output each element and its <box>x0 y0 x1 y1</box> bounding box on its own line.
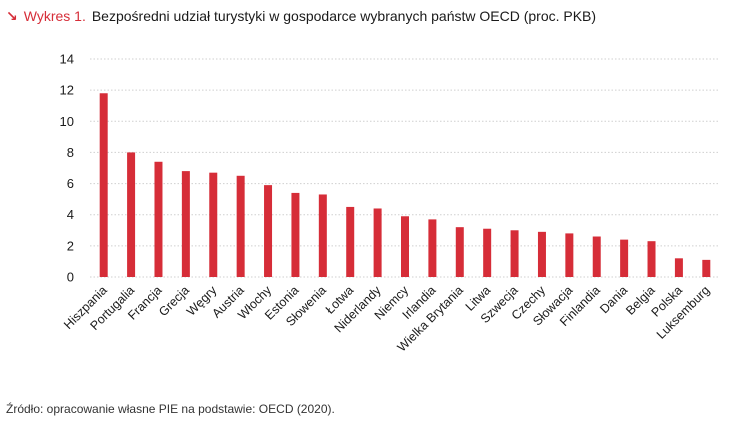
bar <box>236 175 245 277</box>
y-tick-label: 0 <box>67 270 74 285</box>
bar <box>674 258 683 277</box>
chart-header: ↘ Wykres 1. Bezpośredni udział turystyki… <box>6 6 596 26</box>
source-note: Źródło: opracowanie własne PIE na podsta… <box>6 402 335 416</box>
bar <box>127 152 136 277</box>
bar <box>483 228 492 277</box>
bar <box>592 236 601 277</box>
bar <box>647 241 656 277</box>
chart-title: Bezpośredni udział turystyki w gospodarc… <box>91 8 597 24</box>
bar <box>181 171 190 277</box>
y-tick-label: 4 <box>67 207 74 222</box>
bar <box>99 93 108 277</box>
y-tick-label: 2 <box>67 238 74 253</box>
bar <box>401 216 409 277</box>
y-tick-label: 12 <box>60 83 74 98</box>
bar <box>318 194 327 277</box>
y-tick-label: 14 <box>60 52 74 67</box>
y-tick-label: 10 <box>60 114 74 129</box>
bar <box>346 206 355 277</box>
bar <box>154 161 163 277</box>
x-tick-label: Grecja <box>156 283 192 319</box>
bar <box>428 219 437 277</box>
figure-label: Wykres 1. <box>23 8 86 24</box>
bar <box>510 230 519 277</box>
bar <box>209 172 218 277</box>
bar <box>620 239 629 277</box>
y-tick-label: 8 <box>67 145 74 160</box>
bar <box>565 233 574 277</box>
bar <box>537 231 546 277</box>
bar <box>264 185 273 277</box>
bar <box>373 208 382 277</box>
arrow-down-right-icon: ↘ <box>6 7 18 24</box>
bar-chart: 02468101214HiszpaniaPortugaliaFrancjaGre… <box>60 52 720 355</box>
bar <box>291 192 300 277</box>
bar <box>455 227 464 277</box>
y-tick-label: 6 <box>67 176 74 191</box>
bar <box>702 259 711 277</box>
